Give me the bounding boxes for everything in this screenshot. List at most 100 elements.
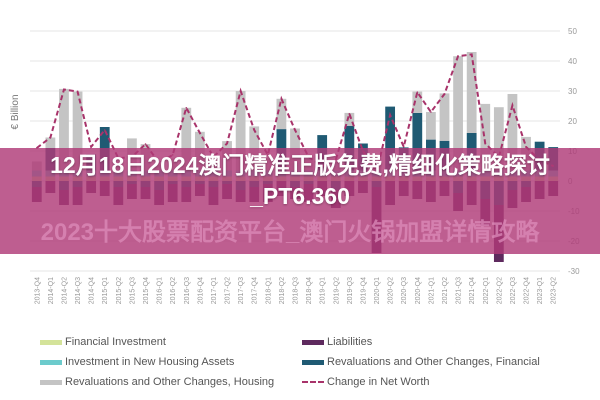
x-tick-label: 2014-Q4 <box>89 277 96 304</box>
x-tick-label: 2016-Q3 <box>184 277 191 304</box>
x-tick-label: 2022-Q1 <box>483 277 490 304</box>
x-tick-label: 2015-Q2 <box>116 277 123 304</box>
watermark-text: 2023十大股票配资平台_澳门火锅加盟详情攻略 <box>40 219 540 246</box>
net-worth-point <box>294 129 296 131</box>
net-worth-point <box>511 104 514 107</box>
net-worth-point <box>416 91 419 93</box>
banner-title: 12月18日2024澳门精准正版免费,精细化策略探讨_PT6.360 <box>50 152 550 209</box>
x-tick-label: 2021-Q4 <box>469 277 476 304</box>
y-tick-label: 30 <box>568 87 577 96</box>
legend-swatch <box>40 359 62 365</box>
net-worth-point <box>348 113 351 115</box>
bar-revaluations-and-other-changes-housing-2016-Q3 <box>181 107 192 171</box>
bar-revaluations-and-other-changes-housing-2021-Q1 <box>426 112 436 140</box>
x-tick-label: 2016-Q2 <box>170 277 177 304</box>
x-tick-label: 2018-Q3 <box>293 277 300 304</box>
bar-revaluations-and-other-changes-housing-2021-Q2 <box>439 93 450 141</box>
net-worth-point <box>389 114 391 116</box>
x-tick-label: 2020-Q4 <box>415 277 422 304</box>
legend-item: Revaluations and Other Changes, Financia… <box>302 356 540 368</box>
legend-item: Revaluations and Other Changes, Housing <box>40 376 274 388</box>
net-worth-point <box>76 90 79 93</box>
net-worth-point <box>144 143 147 145</box>
net-worth-point <box>49 136 52 139</box>
legend-label: Liabilities <box>327 336 373 348</box>
legend-swatch <box>40 339 62 345</box>
x-tick-label: 2018-Q2 <box>279 277 286 304</box>
bar-revaluations-and-other-changes-housing-2021-Q4 <box>466 52 477 133</box>
net-worth-point <box>103 129 106 131</box>
net-worth-point <box>280 98 283 100</box>
x-tick-label: 2018-Q4 <box>306 277 313 304</box>
net-worth-point <box>253 129 256 131</box>
legend-label: Revaluations and Other Changes, Financia… <box>327 356 540 368</box>
x-tick-label: 2014-Q2 <box>61 277 68 304</box>
x-tick-label: 2022-Q3 <box>510 277 517 304</box>
bar-revaluations-and-other-changes-financial-2020-Q2 <box>385 106 396 171</box>
x-tick-label: 2016-Q1 <box>157 277 164 304</box>
bar-revaluations-and-other-changes-housing-2022-Q1 <box>480 103 491 171</box>
legend-swatch <box>302 359 324 365</box>
y-axis-label: € Billion <box>10 94 21 129</box>
y-tick-label: -30 <box>568 267 580 276</box>
net-worth-point <box>90 146 92 148</box>
bar-revaluations-and-other-changes-housing-2022-Q2 <box>493 107 504 171</box>
x-tick-label: 2017-Q3 <box>238 277 245 304</box>
x-tick-label: 2017-Q2 <box>225 277 232 304</box>
bar-revaluations-and-other-changes-housing-2019-Q3 <box>344 112 355 126</box>
net-worth-point <box>525 146 527 148</box>
x-tick-label: 2015-Q3 <box>129 277 136 304</box>
x-tick-label: 2023-Q2 <box>551 277 558 304</box>
x-tick-label: 2021-Q2 <box>442 277 449 304</box>
x-tick-label: 2022-Q2 <box>496 277 503 304</box>
x-tick-label: 2015-Q4 <box>143 277 150 304</box>
net-worth-point <box>226 142 228 145</box>
legend-dash-swatch <box>302 381 324 383</box>
net-worth-point <box>239 90 242 92</box>
x-tick-label: 2014-Q1 <box>48 277 55 304</box>
legend-label: Change in Net Worth <box>327 376 430 388</box>
net-worth-point <box>457 55 459 57</box>
legend-label: Revaluations and Other Changes, Housing <box>65 376 275 388</box>
bar-revaluations-and-other-changes-housing-2022-Q3 <box>507 94 518 171</box>
bar-revaluations-and-other-changes-housing-2018-Q2 <box>276 98 287 130</box>
net-worth-point <box>199 132 201 134</box>
net-worth-point <box>484 142 487 145</box>
x-tick-label: 2017-Q1 <box>211 277 218 304</box>
bar-revaluations-and-other-changes-financial-2020-Q4 <box>412 112 423 171</box>
bar-revaluations-and-other-changes-housing-2014-Q2 <box>59 88 69 171</box>
net-worth-point <box>430 111 432 113</box>
x-tick-label: 2021-Q1 <box>428 277 435 304</box>
x-tick-label: 2018-Q1 <box>265 277 272 304</box>
x-tick-label: 2015-Q1 <box>102 277 109 304</box>
x-tick-label: 2021-Q3 <box>456 277 463 304</box>
x-tick-label: 2013-Q4 <box>34 277 41 304</box>
x-tick-label: 2019-Q3 <box>347 277 354 304</box>
net-worth-point <box>443 93 446 95</box>
net-worth-point <box>402 146 405 148</box>
x-tick-label: 2019-Q4 <box>360 277 367 304</box>
legend-label: Financial Investment <box>65 336 166 348</box>
x-tick-label: 2023-Q1 <box>537 277 544 304</box>
x-tick-label: 2017-Q4 <box>252 277 259 304</box>
x-tick-label: 2022-Q4 <box>524 277 531 304</box>
overlay-banner: 12月18日2024澳门精准正版免费,精细化策略探讨_PT6.360 2023十… <box>0 148 600 254</box>
bar-revaluations-and-other-changes-housing-2014-Q3 <box>72 91 83 171</box>
y-tick-label: 40 <box>568 57 577 66</box>
legend-item: Liabilities <box>302 336 372 348</box>
legend-item: Financial Investment <box>40 336 166 348</box>
y-tick-label: 50 <box>568 27 577 36</box>
bar-revaluations-and-other-changes-housing-2017-Q3 <box>235 91 246 171</box>
net-worth-point <box>185 107 188 109</box>
legend-label: Investment in New Housing Assets <box>65 356 235 368</box>
net-worth-point <box>63 88 65 91</box>
x-tick-label: 2016-Q4 <box>197 277 204 304</box>
x-tick-label: 2014-Q3 <box>75 277 82 304</box>
x-tick-label: 2019-Q2 <box>333 277 340 304</box>
bar-revaluations-and-other-changes-housing-2020-Q4 <box>412 91 423 113</box>
bar-revaluations-and-other-changes-housing-2021-Q3 <box>453 56 463 171</box>
y-tick-label: 20 <box>568 117 577 126</box>
legend-swatch <box>302 339 324 345</box>
x-tick-label: 2020-Q1 <box>374 277 381 304</box>
bar-revaluations-and-other-changes-housing-2014-Q1 <box>45 137 56 148</box>
